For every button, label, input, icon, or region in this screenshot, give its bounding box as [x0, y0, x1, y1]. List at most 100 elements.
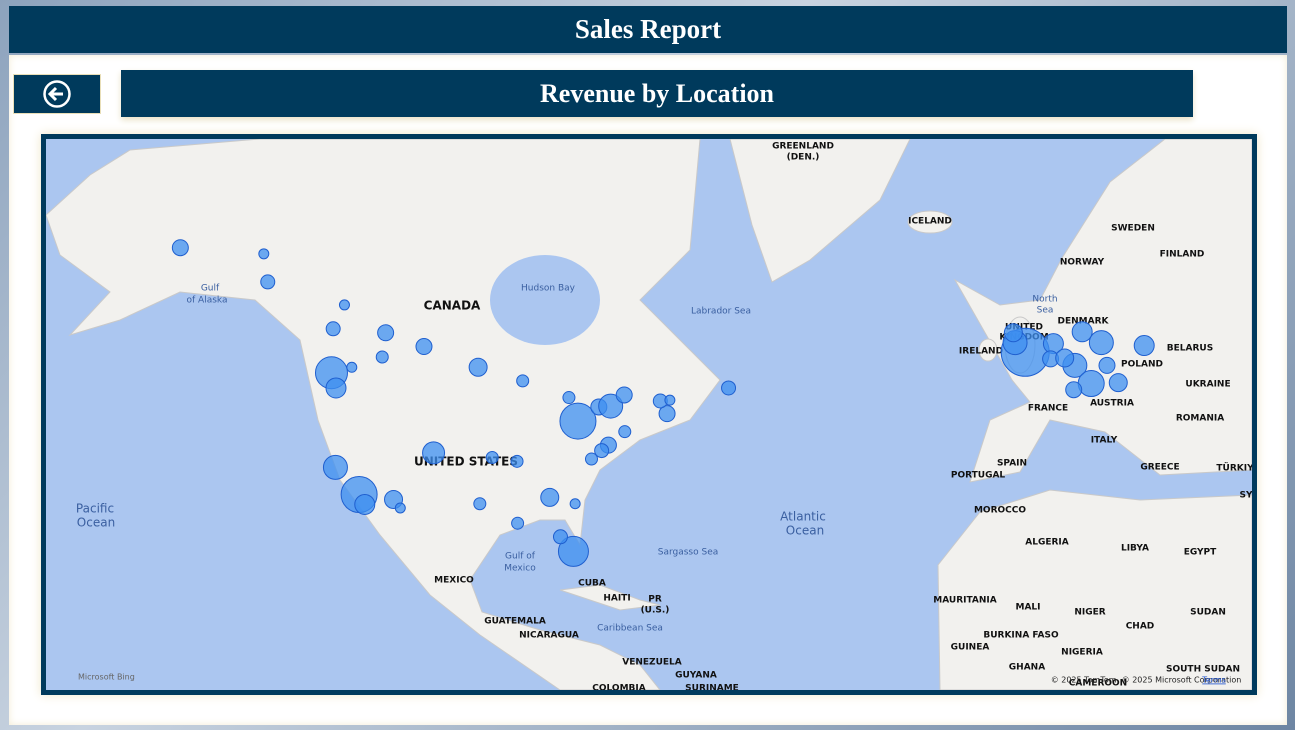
map-frame: GREENLAND (DEN.) ICELAND SWEDEN FINLAND NORWA…	[41, 134, 1257, 695]
map-label: FINLAND	[1160, 250, 1205, 260]
revenue-bubble	[260, 274, 276, 290]
map-label: SOUTH SUDAN	[1166, 665, 1240, 675]
revenue-bubble	[1055, 348, 1075, 368]
map-label: POLAND	[1121, 360, 1163, 370]
back-button[interactable]	[13, 74, 101, 114]
revenue-bubble	[468, 357, 488, 377]
map[interactable]: GREENLAND(DEN.) ICELAND SWEDEN FINLAND NORWA…	[46, 139, 1252, 690]
revenue-bubble	[658, 405, 676, 423]
map-label: Sea	[1037, 306, 1054, 316]
map-label: GREECE	[1140, 463, 1179, 473]
revenue-bubble	[322, 454, 348, 480]
map-label: FRANCE	[1028, 404, 1068, 414]
map-label: MAURITANIA	[933, 596, 997, 606]
revenue-bubble	[540, 487, 560, 507]
map-label: of Alaska	[187, 296, 228, 306]
map-label: CHAD	[1126, 622, 1155, 632]
revenue-bubble	[1077, 370, 1105, 398]
map-label: IRELAND	[959, 347, 1003, 357]
revenue-bubble	[422, 441, 446, 465]
map-label: Ocean	[77, 516, 115, 530]
map-label: VENEZUELA	[622, 658, 682, 668]
map-label: Sargasso Sea	[658, 548, 719, 558]
map-label: ITALY	[1091, 436, 1118, 446]
map-label: (U.S.)	[641, 606, 670, 616]
map-label: SURINAME	[685, 684, 739, 691]
revenue-bubble	[552, 529, 568, 545]
revenue-bubble	[171, 239, 189, 257]
map-label: SWEDEN	[1111, 224, 1155, 234]
revenue-bubble	[1098, 356, 1116, 374]
map-label: LIBYA	[1121, 544, 1149, 554]
map-label: UNITED	[1005, 323, 1043, 333]
map-label: SY	[1240, 491, 1253, 501]
revenue-bubble	[325, 321, 341, 337]
map-label: NIGER	[1074, 608, 1105, 618]
revenue-bubble	[664, 394, 676, 406]
visual-title: Revenue by Location	[121, 70, 1193, 117]
map-label: PR	[648, 595, 662, 605]
map-logo: Microsoft Bing	[78, 673, 135, 682]
revenue-bubble	[559, 402, 597, 440]
revenue-bubble	[394, 502, 406, 514]
map-label: GUATEMALA	[484, 617, 546, 627]
map-label: (DEN.)	[787, 153, 820, 163]
map-label: CUBA	[578, 579, 606, 589]
revenue-bubble	[473, 497, 487, 511]
map-label: Caribbean Sea	[597, 624, 663, 634]
revenue-bubble	[510, 454, 524, 468]
map-label: SUDAN	[1190, 608, 1226, 618]
map-label: North	[1032, 295, 1057, 305]
map-label: ALGERIA	[1025, 538, 1069, 548]
map-label: UKRAINE	[1185, 380, 1230, 390]
revenue-bubble	[377, 324, 395, 342]
map-label: ROMANIA	[1176, 414, 1224, 424]
map-label: Labrador Sea	[691, 307, 751, 317]
map-label: Ocean	[786, 524, 824, 538]
revenue-bubble	[258, 248, 270, 260]
revenue-bubble	[511, 516, 525, 530]
map-label: TÜRKIY	[1216, 463, 1252, 474]
attribution: © 2025 TomTom, © 2025 Microsoft Corporat…	[1051, 676, 1242, 685]
revenue-bubble	[1108, 373, 1128, 393]
back-icon	[43, 80, 71, 108]
map-label: Mexico	[504, 564, 536, 574]
map-label: COLOMBIA	[592, 684, 645, 691]
revenue-bubble	[557, 535, 589, 567]
map-label: AUSTRIA	[1090, 399, 1134, 409]
revenue-bubble	[346, 361, 358, 373]
revenue-bubble	[1088, 330, 1114, 356]
revenue-bubble	[1133, 335, 1155, 357]
revenue-bubble	[1003, 323, 1023, 343]
revenue-bubble	[1071, 321, 1093, 343]
hudson-bay	[490, 255, 600, 345]
map-label: PORTUGAL	[951, 471, 1006, 481]
map-label: Gulf	[201, 284, 220, 294]
revenue-bubble	[598, 393, 624, 419]
report-title: Sales Report	[9, 6, 1287, 53]
map-label: GUYANA	[675, 671, 717, 681]
map-label: NORWAY	[1060, 258, 1105, 268]
map-label: MEXICO	[434, 576, 474, 586]
revenue-bubble	[338, 299, 350, 311]
map-label: EGYPT	[1184, 548, 1217, 558]
revenue-bubble	[615, 386, 633, 404]
map-label: HAITI	[603, 594, 630, 604]
revenue-bubble	[325, 377, 347, 399]
terms-link[interactable]: Terms	[1201, 676, 1226, 685]
revenue-bubble	[721, 380, 737, 396]
map-label: GUINEA	[951, 643, 990, 653]
map-label: MOROCCO	[974, 506, 1026, 516]
revenue-bubble	[562, 391, 576, 405]
revenue-bubble	[354, 493, 376, 515]
revenue-bubble	[516, 374, 530, 388]
revenue-bubble	[375, 350, 389, 364]
map-label: ICELAND	[908, 217, 952, 227]
revenue-bubble	[594, 443, 610, 459]
revenue-bubble	[569, 498, 581, 510]
map-label: Hudson Bay	[521, 284, 576, 294]
revenue-bubble	[584, 452, 598, 466]
map-label: BURKINA FASO	[983, 631, 1059, 641]
map-label: Pacific	[76, 502, 114, 516]
revenue-bubble	[415, 338, 433, 356]
